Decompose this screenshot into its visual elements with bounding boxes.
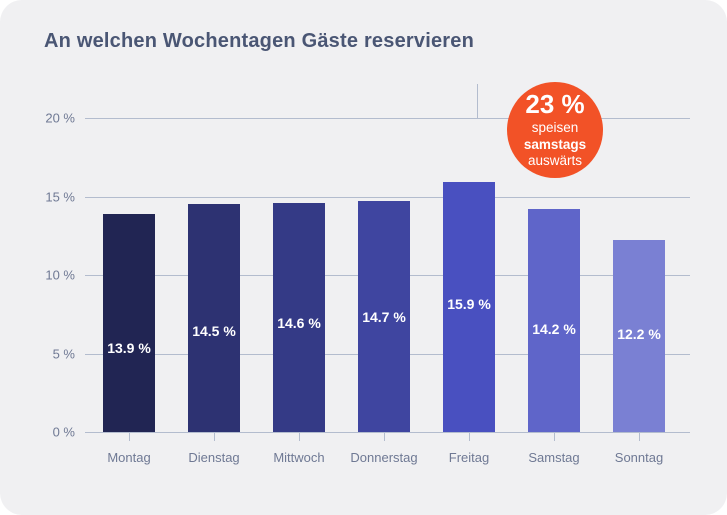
x-axis-tick: [129, 433, 130, 441]
badge-text-line-1: speisen: [531, 120, 579, 136]
bar-value-label: 12.2 %: [617, 325, 661, 342]
bar-value-label: 13.9 %: [107, 339, 151, 356]
bar-montag: 13.9 %: [103, 213, 155, 432]
x-axis-tick: [554, 433, 555, 441]
y-axis-tick-label: 0 %: [52, 424, 75, 440]
page-title: An welchen Wochentagen Gäste reservieren: [44, 30, 475, 52]
y-axis-tick-label: 15 %: [45, 189, 75, 204]
bar-mittwoch: 14.6 %: [273, 202, 325, 432]
badge-text-line-2: samstags: [523, 136, 587, 152]
y-axis-tick-label: 5 %: [52, 346, 75, 361]
bar-freitag: 15.9 %: [443, 182, 495, 432]
x-axis-tick: [299, 433, 300, 441]
x-axis-tick: [639, 433, 640, 441]
bar-value-label: 14.2 %: [532, 320, 576, 337]
x-axis-label: Freitag: [448, 450, 490, 465]
x-axis-label: Sonntag: [614, 450, 664, 465]
bar-donnerstag: 14.7 %: [358, 201, 410, 432]
bar-dienstag: 14.5 %: [188, 204, 240, 432]
gridline: [85, 196, 690, 198]
bar-value-label: 14.7 %: [362, 308, 406, 325]
badge-text-line-3: auswärts: [527, 152, 583, 168]
x-axis-tick: [469, 433, 470, 441]
x-axis-label: Montag: [107, 450, 151, 465]
y-axis-tick-label: 20 %: [45, 110, 75, 126]
badge-value: 23 %: [525, 89, 585, 120]
x-axis-tick: [384, 433, 385, 441]
bar-sonntag: 12.2 %: [613, 240, 665, 432]
gridline: [85, 118, 690, 119]
bar-value-label: 14.5 %: [192, 322, 236, 339]
badge-leader-line: [477, 84, 478, 118]
gridline: [85, 432, 690, 433]
x-axis-label: Samstag: [528, 450, 580, 465]
annotation-badge: 23 % speisen samstags auswärts: [507, 82, 603, 178]
bar-value-label: 15.9 %: [447, 295, 491, 312]
x-axis-label: Mittwoch: [273, 450, 325, 465]
bar-value-label: 14.6 %: [277, 314, 321, 331]
bar-samstag: 14.2 %: [528, 209, 580, 432]
x-axis-label: Dienstag: [188, 450, 240, 465]
x-axis-label: Donnerstag: [350, 450, 418, 465]
y-axis-tick-label: 10 %: [45, 267, 75, 283]
x-axis-tick: [214, 433, 215, 441]
